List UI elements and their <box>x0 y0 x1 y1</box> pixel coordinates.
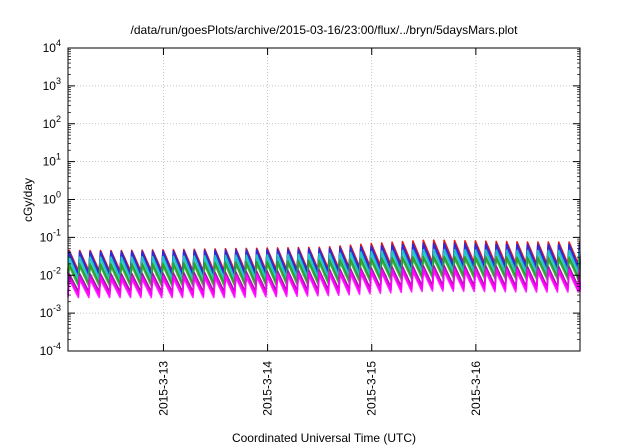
x-axis-label: Coordinated Universal Time (UTC) <box>232 431 416 445</box>
series-line-1-band <box>67 245 581 277</box>
x-tick-label: 2015-3-15 <box>365 361 379 416</box>
y-tick-label: 101 <box>43 152 61 169</box>
series-line-3 <box>67 255 581 285</box>
y-tick-label: 10-4 <box>40 341 61 358</box>
x-axis: 2015-3-13 2015-3-14 2015-3-15 2015-3-16 <box>156 48 483 416</box>
grid-lines <box>68 48 580 351</box>
series-line-1 <box>67 242 581 275</box>
series-line-5-band <box>67 270 581 299</box>
y-tick-label: 103 <box>43 76 61 93</box>
y-tick-label: 10-2 <box>40 265 61 282</box>
y-axis: 10-4 10-3 10-2 10-1 100 101 102 103 104 <box>40 38 580 358</box>
series-line-3-band <box>67 257 581 287</box>
y-tick-label: 10-3 <box>40 303 61 320</box>
x-tick-label: 2015-3-14 <box>261 361 275 416</box>
y-axis-label: cGy/day <box>21 178 35 222</box>
y-tick-label: 102 <box>43 114 61 131</box>
y-tick-label: 100 <box>43 190 61 207</box>
series-line-4 <box>67 264 581 293</box>
series-line-2 <box>67 248 581 280</box>
series-layer <box>67 239 581 299</box>
series-line-5 <box>67 267 581 296</box>
x-tick-label: 2015-3-13 <box>156 361 170 416</box>
chart-title: /data/run/goesPlots/archive/2015-03-16/2… <box>131 23 519 37</box>
x-tick-label: 2015-3-16 <box>469 361 483 416</box>
y-tick-label: 10-1 <box>40 227 61 244</box>
y-tick-label: 104 <box>43 38 61 55</box>
